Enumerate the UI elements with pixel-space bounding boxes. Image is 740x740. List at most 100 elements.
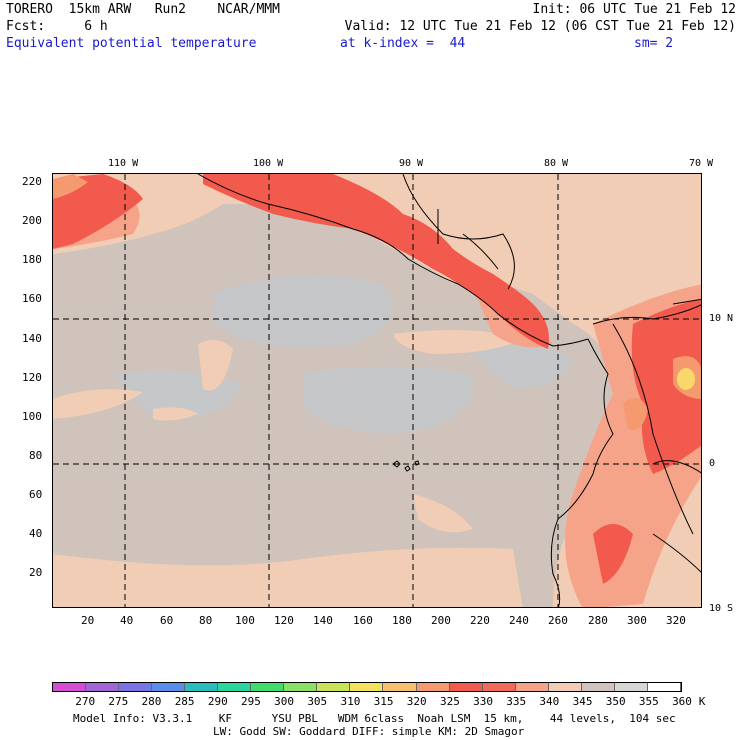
gray-patch	[473, 345, 573, 389]
peach-region	[413, 494, 473, 533]
footer-physics-info: LW: Godd SW: Goddard DIFF: simple KM: 2D…	[213, 725, 525, 738]
peach-region	[153, 407, 198, 421]
orange-core	[53, 174, 88, 199]
colorbar-segment	[515, 683, 549, 691]
colorbar-label: 355	[638, 695, 659, 708]
colorbar-label: 300	[274, 695, 295, 708]
lon-label: 70 W	[689, 158, 714, 169]
galapagos-island	[404, 465, 411, 472]
header-forecast-hour: Fcst: 6 h	[6, 19, 108, 34]
colorbar-label: 350	[605, 695, 626, 708]
orange-core	[623, 397, 648, 430]
colorbar-label: 285	[174, 695, 195, 708]
colorbar-label: 280	[141, 695, 162, 708]
header-model-title: TORERO 15km ARW Run2 NCAR/MMM	[6, 2, 280, 17]
y-tick: 160	[22, 292, 42, 305]
x-tick: 40	[120, 614, 134, 627]
x-tick: 20	[81, 614, 95, 627]
colorbar-segment	[350, 683, 384, 691]
x-tick: 320	[666, 614, 686, 627]
galapagos-island	[392, 460, 401, 468]
x-tick: 280	[588, 614, 608, 627]
x-tick: 180	[392, 614, 412, 627]
colorbar-label: 325	[439, 695, 460, 708]
x-tick: 140	[313, 614, 333, 627]
latlon-grid	[53, 174, 701, 607]
red-regions	[53, 174, 701, 584]
coastlines	[197, 174, 701, 607]
footer-model-info: Model Info: V3.3.1 KF YSU PBL WDM 6class…	[73, 712, 676, 725]
colorbar-segment	[317, 683, 351, 691]
colorbar-segment	[86, 683, 120, 691]
colorbar-segment	[416, 683, 450, 691]
y-tick: 20	[29, 566, 43, 579]
colorbar-label: 340	[539, 695, 560, 708]
colorbar-label: 345	[572, 695, 593, 708]
colorbar-label: 360	[672, 695, 692, 708]
gray-patch	[213, 276, 393, 347]
colorbar	[52, 682, 682, 692]
peach-region	[198, 340, 233, 391]
peach-region	[53, 174, 701, 329]
colorbar-segment	[383, 683, 417, 691]
x-tick: 220	[470, 614, 490, 627]
colorbar-segment	[218, 683, 252, 691]
y-tick: 220	[22, 175, 42, 188]
x-tick: 60	[160, 614, 174, 627]
red-region	[631, 299, 701, 474]
colorbar-segment	[581, 683, 615, 691]
peach-region	[53, 389, 143, 419]
colorbar-label: 335	[506, 695, 527, 708]
x-tick: 80	[199, 614, 213, 627]
red-region	[203, 174, 549, 349]
colorbar-label: 310	[340, 695, 361, 708]
lon-label: 110 W	[108, 158, 139, 169]
header-valid-time: Valid: 12 UTC Tue 21 Feb 12 (06 CST Tue …	[344, 19, 736, 34]
colorbar-segment	[119, 683, 153, 691]
colorbar-label: 290	[207, 695, 228, 708]
lon-label: 80 W	[544, 158, 569, 169]
coastline-pacific	[197, 174, 589, 347]
colorbar-segment	[647, 683, 681, 691]
border	[652, 533, 701, 573]
peach-region	[53, 547, 523, 607]
x-tick: 160	[353, 614, 373, 627]
border	[612, 323, 694, 535]
lat-label: 0	[709, 458, 716, 469]
colorbar-label: 315	[373, 695, 394, 708]
border	[672, 298, 701, 305]
colorbar-segment	[614, 683, 648, 691]
colorbar-segment	[284, 683, 318, 691]
x-tick: 240	[509, 614, 529, 627]
colorbar-label: K	[698, 695, 706, 708]
colorbar-label: 270	[75, 695, 96, 708]
lon-label: 100 W	[253, 158, 284, 169]
colorbar-segment	[152, 683, 186, 691]
red-region	[53, 174, 143, 249]
colorbar-label: 305	[307, 695, 328, 708]
y-tick: 120	[22, 371, 42, 384]
colorbar-label: 330	[473, 695, 493, 708]
border	[462, 233, 499, 270]
peach-region	[393, 330, 523, 354]
header-field-name: Equivalent potential temperature	[6, 36, 257, 51]
y-tick: 180	[22, 253, 42, 266]
header-smoothing: sm= 2	[634, 36, 674, 51]
y-tick: 100	[22, 410, 42, 423]
y-tick: 200	[22, 214, 42, 227]
lat-label: 10 N	[709, 313, 734, 324]
coastline-south-america-west	[550, 338, 614, 607]
header-init-time: Init: 06 UTC Tue 21 Feb 12	[532, 2, 737, 17]
x-tick: 200	[431, 614, 451, 627]
x-tick: 260	[548, 614, 568, 627]
gray-patch	[303, 366, 474, 434]
lon-label: 90 W	[399, 158, 424, 169]
map-plot	[52, 173, 702, 608]
y-tick: 60	[29, 488, 43, 501]
yellow-core	[677, 368, 695, 390]
x-tick: 100	[235, 614, 255, 627]
map-field-svg	[53, 174, 701, 607]
colorbar-label: 275	[108, 695, 129, 708]
y-tick: 40	[29, 527, 43, 540]
warm-cores	[53, 174, 701, 430]
